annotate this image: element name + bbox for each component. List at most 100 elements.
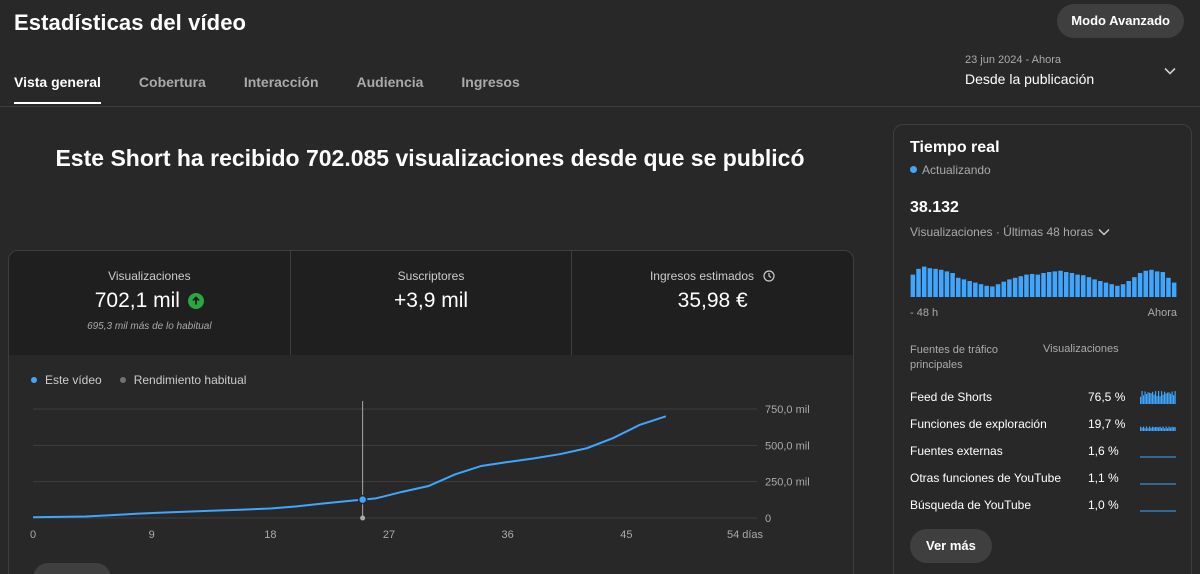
- traffic-source: Búsqueda de YouTube: [910, 497, 1032, 512]
- views-chart[interactable]: 0 250,0 mil 500,0 mil 750,0 mil 0 9 18 27 36 45 54…: [9, 401, 854, 563]
- traffic-sparkline: [1140, 390, 1176, 404]
- arrow-up-icon: [187, 293, 204, 309]
- y-tick-label: 0: [765, 513, 771, 525]
- realtime-status: Actualizando: [910, 163, 1175, 177]
- traffic-row[interactable]: Feed de Shorts 76,5 %: [910, 383, 1177, 410]
- spark-bar: [1147, 391, 1149, 404]
- realtime-card: Tiempo real Actualizando 38.132 Visualiz…: [893, 124, 1192, 574]
- spark-bar: [1173, 426, 1175, 431]
- traffic-sparkline: [1140, 456, 1176, 457]
- x-tick-label: 54 días: [727, 529, 764, 541]
- hover-axis-dot: [360, 515, 366, 521]
- more-button[interactable]: [33, 563, 111, 574]
- realtime-bars[interactable]: [910, 265, 1177, 297]
- realtime-axis-end: Ahora: [1147, 307, 1177, 319]
- x-tick-label: 45: [620, 529, 632, 541]
- realtime-subtitle: Visualizaciones · Últimas 48 horas: [910, 225, 1094, 239]
- spark-bar: [1156, 426, 1158, 431]
- spark-bar: [1144, 390, 1146, 404]
- see-more-button[interactable]: Ver más: [910, 529, 992, 563]
- tab-engagement[interactable]: Interacción: [243, 74, 319, 90]
- realtime-bar: [1120, 284, 1126, 297]
- tab-revenue[interactable]: Ingresos: [461, 74, 520, 90]
- realtime-bar: [944, 271, 950, 297]
- traffic-row[interactable]: Búsqueda de YouTube 1,0 %: [910, 491, 1177, 518]
- x-tick-label: 0: [30, 529, 36, 541]
- spark-bar: [1156, 395, 1158, 404]
- legend-this-video: Este vídeo: [31, 373, 102, 387]
- realtime-bar: [1115, 285, 1120, 297]
- tab-audience[interactable]: Audiencia: [356, 74, 424, 90]
- spark-bar: [1168, 426, 1170, 431]
- spark-bar: [1162, 425, 1164, 431]
- metric-revenue[interactable]: Ingresos estimados 35,98 €: [572, 251, 853, 355]
- metric-subscribers-value: +3,9 mil: [393, 289, 469, 312]
- spark-bar: [1150, 427, 1152, 431]
- traffic-source: Otras funciones de YouTube: [910, 470, 1061, 485]
- clock-icon: [763, 270, 775, 282]
- realtime-bar: [1171, 282, 1177, 297]
- traffic-row[interactable]: Funciones de exploración 19,7 %: [910, 410, 1177, 437]
- hover-point[interactable]: [357, 494, 368, 505]
- realtime-bar: [1081, 275, 1086, 297]
- realtime-bar: [916, 268, 921, 297]
- traffic-header-source: Fuentes de tráfico principales: [910, 344, 999, 371]
- realtime-bar: [1024, 274, 1029, 297]
- x-tick-label: 36: [502, 529, 514, 541]
- traffic-header-views: Visualizaciones: [1043, 343, 1119, 355]
- spark-bar: [1150, 392, 1152, 404]
- realtime-bar: [1052, 271, 1058, 297]
- realtime-bar: [973, 282, 978, 297]
- tab-reach[interactable]: Cobertura: [138, 74, 206, 90]
- spark-bar: [1174, 426, 1176, 431]
- realtime-period-selector[interactable]: Visualizaciones · Últimas 48 horas: [910, 225, 1175, 239]
- x-tick-label: 9: [149, 529, 155, 541]
- realtime-bar: [1018, 276, 1024, 297]
- traffic-pct: 1,0 %: [1088, 497, 1119, 512]
- realtime-title: Tiempo real: [910, 139, 1000, 156]
- spark-bar: [1152, 391, 1154, 404]
- spark-bar: [1153, 426, 1155, 431]
- realtime-bar: [1001, 281, 1006, 297]
- metric-views[interactable]: Visualizaciones 702,1 mil 695,3 mil más …: [9, 251, 291, 355]
- page-title: Estadísticas del vídeo: [14, 10, 247, 35]
- metric-views-label: Visualizaciones: [108, 269, 191, 283]
- date-range-selector[interactable]: 23 jun 2024 - Ahora Desde la publicación: [965, 54, 1094, 87]
- tab-overview[interactable]: Vista general: [14, 74, 101, 104]
- spark-bar: [1153, 394, 1155, 404]
- realtime-bar: [961, 279, 967, 297]
- spark-bar: [1164, 427, 1166, 431]
- spark-bar: [1165, 392, 1167, 404]
- chart-legend: Este vídeo Rendimiento habitual: [31, 373, 246, 387]
- spark-bar: [1167, 392, 1169, 404]
- legend-typical: Rendimiento habitual: [119, 373, 246, 387]
- traffic-sparkline: [1140, 425, 1176, 431]
- traffic-table-header: Fuentes de tráfico principales Visualiza…: [910, 343, 1177, 373]
- advanced-mode-button[interactable]: Modo Avanzado: [1057, 4, 1184, 38]
- realtime-bar: [1063, 272, 1069, 297]
- realtime-bar: [933, 268, 938, 297]
- x-tick-label: 27: [383, 529, 395, 541]
- spark-bar: [1170, 427, 1172, 431]
- realtime-bar: [1166, 277, 1171, 297]
- metric-views-value: 702,1 mil: [94, 289, 180, 312]
- spark-bar: [1168, 391, 1170, 404]
- traffic-row[interactable]: Fuentes externas 1,6 %: [910, 437, 1177, 464]
- spark-bar: [1149, 425, 1151, 431]
- realtime-bar: [1103, 282, 1109, 297]
- realtime-bar: [1160, 272, 1166, 297]
- metric-revenue-label: Ingresos estimados: [649, 269, 755, 283]
- spark-bar: [1161, 427, 1163, 431]
- traffic-source: Funciones de exploración: [910, 416, 1047, 431]
- realtime-axis-start: - 48 h: [910, 307, 939, 319]
- realtime-bar: [1012, 277, 1018, 297]
- spark-bar: [1143, 426, 1145, 431]
- header-divider: [0, 106, 1200, 107]
- spark-bar: [1171, 391, 1173, 404]
- spark-bar: [1141, 390, 1143, 404]
- realtime-bar: [1035, 274, 1041, 297]
- traffic-sparkline: [1140, 510, 1176, 511]
- metric-subscribers[interactable]: Suscriptores +3,9 mil: [290, 251, 573, 355]
- chevron-down-icon[interactable]: [1163, 64, 1177, 78]
- traffic-row[interactable]: Otras funciones de YouTube 1,1 %: [910, 464, 1177, 491]
